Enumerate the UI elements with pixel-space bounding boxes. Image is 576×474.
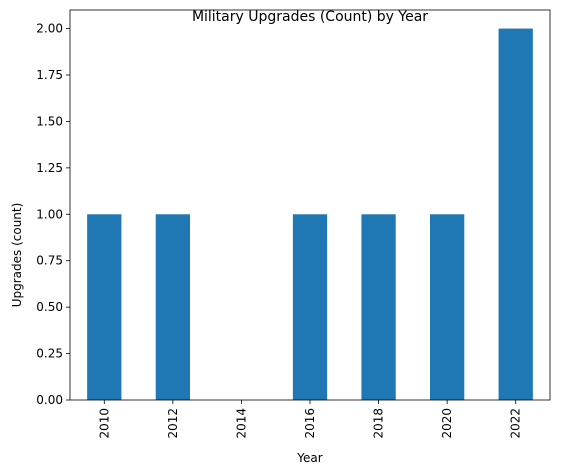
y-tick-label: 1.00 bbox=[36, 207, 63, 221]
bar-2018 bbox=[361, 214, 396, 400]
bar-2016 bbox=[292, 214, 328, 400]
x-tick-label: 2012 bbox=[166, 408, 180, 439]
bar-2010 bbox=[87, 214, 122, 400]
chart-title: Military Upgrades (Count) by Year bbox=[192, 9, 428, 25]
x-tick-label: 2018 bbox=[372, 408, 386, 439]
y-tick-label: 0.50 bbox=[36, 300, 63, 314]
y-tick-label: 2.00 bbox=[36, 22, 63, 36]
y-axis-label: Upgrades (count) bbox=[10, 203, 24, 308]
y-axis-ticks: 0.00 0.25 0.50 0.75 1.00 1.25 1.50 1.75 2.00 bbox=[36, 22, 70, 407]
x-axis-ticks: 2010 2012 2014 2016 2018 2020 2022 bbox=[97, 400, 523, 439]
x-tick-label: 2014 bbox=[234, 408, 248, 439]
x-tick-label: 2020 bbox=[440, 408, 454, 439]
bar-2012 bbox=[155, 214, 190, 400]
x-tick-label: 2022 bbox=[509, 408, 523, 439]
bars bbox=[87, 28, 533, 400]
plot-frame bbox=[69, 9, 551, 401]
x-tick-label: 2016 bbox=[303, 408, 317, 439]
bar-2020 bbox=[430, 214, 465, 400]
y-tick-label: 0.25 bbox=[36, 347, 63, 361]
y-tick-label: 0.00 bbox=[36, 393, 63, 407]
y-tick-label: 0.75 bbox=[36, 254, 63, 268]
y-tick-label: 1.75 bbox=[36, 68, 63, 82]
x-tick-label: 2010 bbox=[97, 408, 111, 439]
y-tick-label: 1.50 bbox=[36, 114, 63, 128]
x-axis-label: Year bbox=[296, 451, 322, 465]
y-tick-label: 1.25 bbox=[36, 161, 63, 175]
bar-2022 bbox=[498, 28, 533, 400]
